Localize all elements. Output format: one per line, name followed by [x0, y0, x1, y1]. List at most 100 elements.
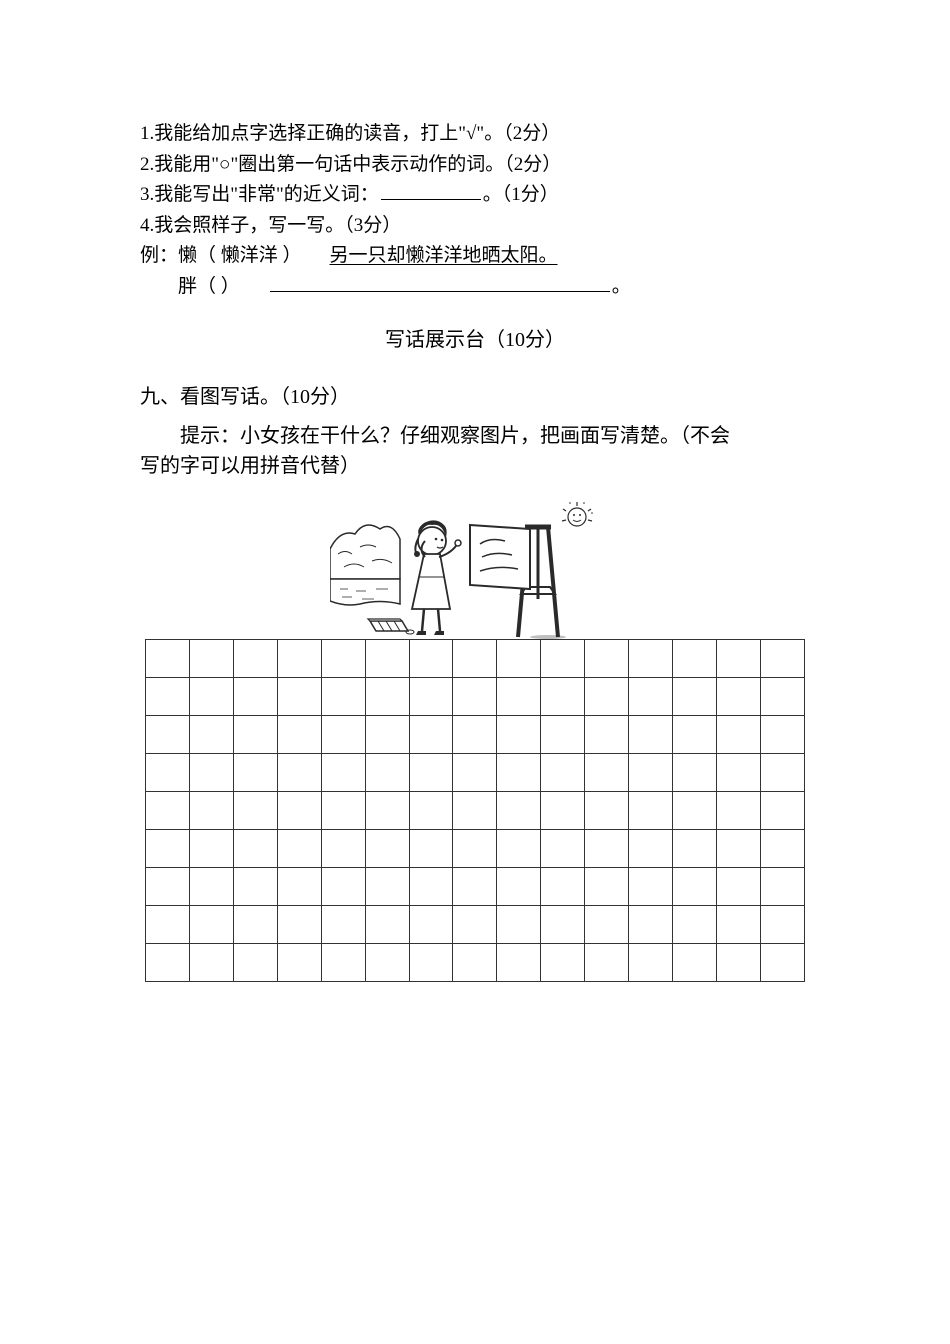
grid-cell[interactable] — [760, 868, 804, 906]
grid-cell[interactable] — [321, 640, 365, 678]
grid-cell[interactable] — [716, 716, 760, 754]
grid-cell[interactable] — [321, 944, 365, 982]
grid-cell[interactable] — [365, 640, 409, 678]
grid-cell[interactable] — [365, 830, 409, 868]
grid-cell[interactable] — [321, 830, 365, 868]
grid-cell[interactable] — [585, 868, 629, 906]
grid-cell[interactable] — [453, 792, 497, 830]
grid-cell[interactable] — [409, 678, 453, 716]
grid-cell[interactable] — [365, 944, 409, 982]
grid-cell[interactable] — [453, 640, 497, 678]
grid-cell[interactable] — [146, 906, 190, 944]
grid-cell[interactable] — [629, 868, 673, 906]
grid-cell[interactable] — [673, 868, 717, 906]
grid-cell[interactable] — [629, 792, 673, 830]
grid-cell[interactable] — [277, 678, 321, 716]
grid-cell[interactable] — [716, 754, 760, 792]
grid-cell[interactable] — [233, 754, 277, 792]
grid-cell[interactable] — [453, 754, 497, 792]
grid-cell[interactable] — [673, 944, 717, 982]
grid-cell[interactable] — [189, 754, 233, 792]
grid-cell[interactable] — [585, 906, 629, 944]
grid-cell[interactable] — [629, 640, 673, 678]
grid-cell[interactable] — [409, 754, 453, 792]
grid-cell[interactable] — [497, 944, 541, 982]
grid-cell[interactable] — [497, 830, 541, 868]
sentence-blank[interactable] — [270, 273, 610, 292]
grid-cell[interactable] — [409, 640, 453, 678]
grid-cell[interactable] — [760, 678, 804, 716]
grid-cell[interactable] — [716, 830, 760, 868]
grid-cell[interactable] — [233, 640, 277, 678]
grid-cell[interactable] — [673, 792, 717, 830]
grid-cell[interactable] — [629, 716, 673, 754]
grid-cell[interactable] — [541, 868, 585, 906]
grid-cell[interactable] — [189, 868, 233, 906]
grid-cell[interactable] — [409, 792, 453, 830]
grid-cell[interactable] — [673, 640, 717, 678]
grid-cell[interactable] — [629, 754, 673, 792]
grid-cell[interactable] — [673, 716, 717, 754]
grid-cell[interactable] — [453, 830, 497, 868]
grid-cell[interactable] — [673, 754, 717, 792]
grid-cell[interactable] — [716, 678, 760, 716]
grid-cell[interactable] — [673, 830, 717, 868]
grid-cell[interactable] — [365, 792, 409, 830]
grid-cell[interactable] — [277, 868, 321, 906]
grid-cell[interactable] — [189, 830, 233, 868]
grid-cell[interactable] — [321, 678, 365, 716]
grid-cell[interactable] — [673, 678, 717, 716]
grid-cell[interactable] — [189, 944, 233, 982]
grid-cell[interactable] — [497, 678, 541, 716]
grid-cell[interactable] — [541, 792, 585, 830]
grid-cell[interactable] — [716, 906, 760, 944]
writing-grid[interactable] — [145, 639, 805, 982]
grid-cell[interactable] — [233, 678, 277, 716]
grid-cell[interactable] — [585, 830, 629, 868]
grid-cell[interactable] — [233, 944, 277, 982]
grid-cell[interactable] — [189, 906, 233, 944]
q3-blank[interactable] — [381, 181, 481, 200]
grid-cell[interactable] — [541, 754, 585, 792]
grid-cell[interactable] — [321, 792, 365, 830]
grid-cell[interactable] — [497, 868, 541, 906]
grid-cell[interactable] — [277, 906, 321, 944]
grid-cell[interactable] — [365, 678, 409, 716]
grid-cell[interactable] — [146, 754, 190, 792]
grid-cell[interactable] — [760, 830, 804, 868]
grid-cell[interactable] — [497, 754, 541, 792]
grid-cell[interactable] — [409, 830, 453, 868]
grid-cell[interactable] — [585, 640, 629, 678]
grid-cell[interactable] — [453, 944, 497, 982]
grid-cell[interactable] — [760, 944, 804, 982]
grid-cell[interactable] — [453, 716, 497, 754]
grid-cell[interactable] — [629, 906, 673, 944]
grid-cell[interactable] — [629, 944, 673, 982]
grid-cell[interactable] — [365, 868, 409, 906]
grid-cell[interactable] — [321, 754, 365, 792]
grid-cell[interactable] — [760, 754, 804, 792]
grid-cell[interactable] — [189, 678, 233, 716]
grid-cell[interactable] — [541, 906, 585, 944]
grid-cell[interactable] — [189, 640, 233, 678]
grid-cell[interactable] — [716, 640, 760, 678]
grid-cell[interactable] — [233, 868, 277, 906]
grid-cell[interactable] — [541, 830, 585, 868]
grid-cell[interactable] — [277, 716, 321, 754]
grid-cell[interactable] — [497, 640, 541, 678]
grid-cell[interactable] — [233, 792, 277, 830]
grid-cell[interactable] — [146, 792, 190, 830]
grid-cell[interactable] — [409, 906, 453, 944]
grid-cell[interactable] — [629, 830, 673, 868]
grid-cell[interactable] — [585, 792, 629, 830]
grid-cell[interactable] — [453, 868, 497, 906]
grid-cell[interactable] — [321, 906, 365, 944]
grid-cell[interactable] — [409, 868, 453, 906]
grid-cell[interactable] — [409, 716, 453, 754]
grid-cell[interactable] — [146, 716, 190, 754]
grid-cell[interactable] — [585, 754, 629, 792]
grid-cell[interactable] — [760, 792, 804, 830]
grid-cell[interactable] — [497, 906, 541, 944]
grid-cell[interactable] — [541, 640, 585, 678]
grid-cell[interactable] — [189, 792, 233, 830]
